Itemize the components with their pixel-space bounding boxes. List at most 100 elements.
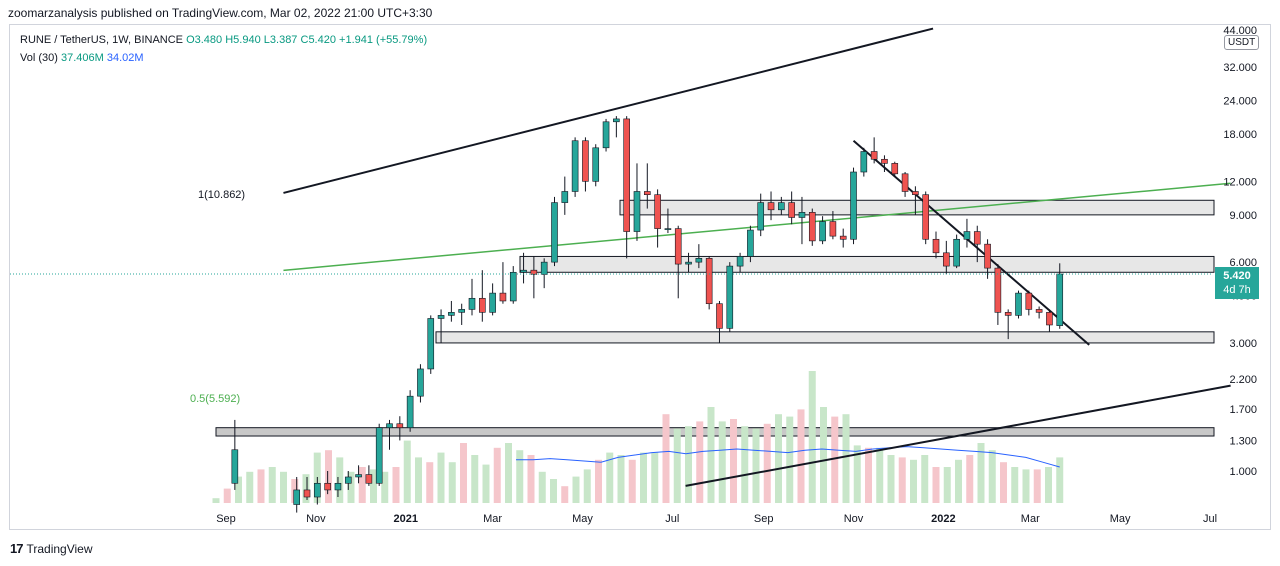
y-tick-label: 1.300 bbox=[1229, 435, 1257, 447]
candle-body bbox=[427, 318, 435, 370]
candle bbox=[984, 239, 991, 279]
candle bbox=[901, 172, 909, 197]
candle-body bbox=[953, 238, 960, 267]
open-value: O3.480 bbox=[186, 34, 223, 46]
candle-body bbox=[870, 151, 878, 160]
volume-bar bbox=[741, 426, 749, 503]
candle bbox=[324, 471, 331, 495]
candle-body bbox=[839, 235, 847, 240]
y-tick-label: 2.200 bbox=[1229, 374, 1257, 386]
candle-body bbox=[984, 243, 991, 269]
x-axis: Sep Nov 2021 Mar May Jul Sep Nov 2022 Mar May Jul bbox=[216, 513, 1217, 525]
candle bbox=[375, 423, 383, 486]
candle-body bbox=[623, 118, 630, 232]
volume-bar bbox=[246, 471, 254, 503]
candle bbox=[499, 262, 507, 304]
candle bbox=[808, 208, 816, 246]
high-value: H5.940 bbox=[225, 34, 261, 46]
volume-bar bbox=[673, 428, 681, 503]
volume-ma-value: 34.02M bbox=[106, 52, 144, 64]
publisher-caption: zoomarzanalysis published on TradingView… bbox=[8, 6, 433, 20]
candle-body bbox=[664, 228, 672, 230]
candle bbox=[334, 476, 342, 498]
candle bbox=[747, 225, 754, 263]
candle-body bbox=[571, 140, 579, 192]
volume-bar bbox=[257, 469, 265, 503]
chart-frame bbox=[9, 24, 1271, 530]
candle bbox=[705, 256, 713, 310]
symbol-name[interactable]: RUNE / TetherUS, 1W, BINANCE bbox=[20, 34, 184, 46]
volume-bar bbox=[369, 469, 377, 503]
candle bbox=[685, 252, 692, 273]
volume-bar bbox=[718, 421, 726, 503]
candle-body bbox=[355, 474, 362, 478]
volume-bar bbox=[336, 457, 344, 503]
close-value: C5.420 bbox=[300, 34, 336, 46]
candle-body bbox=[891, 163, 899, 175]
candle bbox=[633, 163, 641, 241]
volume-bar bbox=[583, 469, 591, 503]
candle-body bbox=[788, 202, 795, 218]
candle-body bbox=[334, 482, 342, 491]
candle-body bbox=[602, 121, 610, 149]
volume-bar bbox=[752, 428, 760, 503]
trendline-lower-channel bbox=[685, 384, 1231, 487]
volume-bar bbox=[831, 416, 839, 503]
candle bbox=[643, 163, 651, 209]
candle bbox=[355, 465, 362, 484]
candle bbox=[654, 189, 661, 248]
candle bbox=[788, 191, 795, 225]
volume-bar bbox=[932, 467, 940, 503]
volume-bar bbox=[324, 450, 332, 503]
tradingview-logo-icon: 17 bbox=[10, 541, 24, 556]
candle bbox=[1015, 290, 1022, 319]
footer-brand[interactable]: 17 TradingView bbox=[10, 541, 93, 556]
candle-body bbox=[829, 221, 837, 237]
volume-bar bbox=[617, 455, 625, 503]
candle-body bbox=[1035, 309, 1043, 313]
y-tick-label: 6.000 bbox=[1229, 257, 1257, 269]
volume-bar bbox=[426, 462, 434, 503]
fib-label-mid: 0.5(5.592) bbox=[190, 393, 240, 405]
x-tick-label: 2021 bbox=[393, 513, 417, 525]
candle-body bbox=[396, 423, 404, 428]
zone-2 bbox=[435, 331, 1215, 344]
x-tick-label: Nov bbox=[844, 513, 864, 525]
candle-body bbox=[551, 202, 558, 263]
candle-body bbox=[386, 423, 393, 428]
candle bbox=[582, 137, 589, 192]
brand-name: TradingView bbox=[26, 541, 93, 556]
candle-body bbox=[324, 482, 331, 491]
volume-bar bbox=[954, 459, 962, 503]
volume-bar bbox=[1044, 467, 1052, 503]
candle-body bbox=[912, 191, 919, 196]
candle bbox=[530, 256, 538, 299]
volume-bar bbox=[437, 452, 445, 503]
candle bbox=[448, 300, 455, 322]
currency-button[interactable]: USDT bbox=[1224, 35, 1260, 50]
candle bbox=[231, 419, 239, 490]
candle-body bbox=[613, 118, 620, 123]
candle-body bbox=[747, 229, 754, 257]
candle-body bbox=[963, 231, 971, 240]
candle-body bbox=[303, 489, 311, 498]
candle-body bbox=[695, 258, 703, 263]
volume-bar bbox=[549, 479, 557, 503]
candle bbox=[736, 252, 744, 273]
volume-bar bbox=[347, 471, 355, 503]
candle-body bbox=[509, 271, 517, 302]
candle-body bbox=[231, 449, 239, 484]
candle bbox=[767, 191, 775, 221]
candle-body bbox=[726, 265, 734, 329]
volume-bar bbox=[572, 476, 580, 503]
candle bbox=[922, 191, 930, 245]
volume-bar bbox=[1022, 469, 1030, 503]
volume-bar bbox=[853, 445, 861, 503]
candle-body bbox=[922, 194, 930, 240]
volume-bar bbox=[876, 447, 884, 503]
volume-label[interactable]: Vol (30) bbox=[20, 52, 58, 64]
candle-body bbox=[932, 238, 940, 254]
x-tick-label: May bbox=[1110, 513, 1131, 525]
candle-body bbox=[448, 312, 455, 316]
